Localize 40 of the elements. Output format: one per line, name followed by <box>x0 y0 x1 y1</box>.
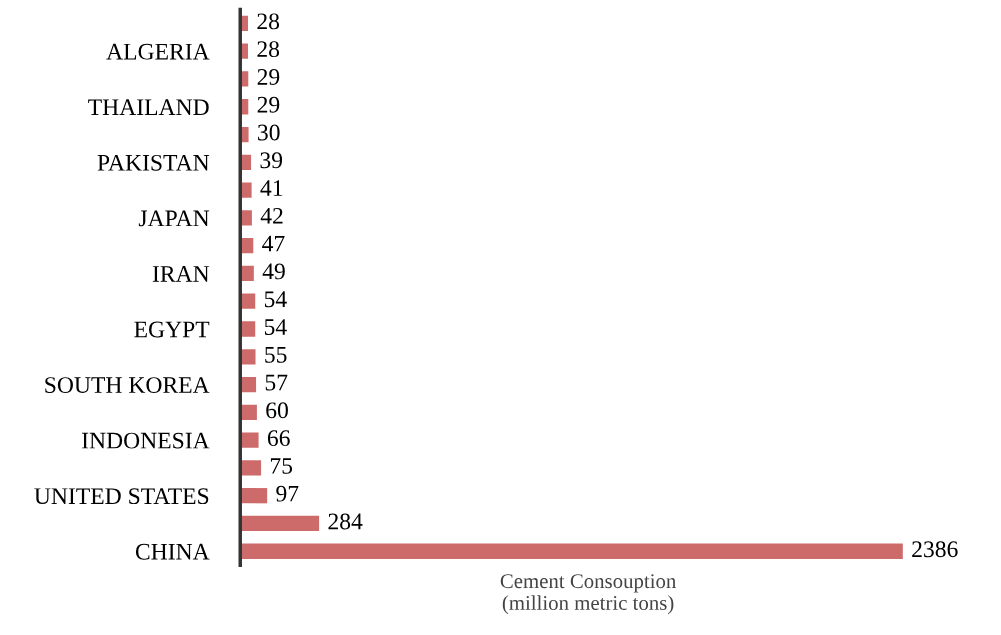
y-tick-label: JAPAN <box>138 210 210 227</box>
data-label: 54 <box>264 291 287 308</box>
data-label: 284 <box>328 513 363 530</box>
bar <box>240 432 259 448</box>
x-axis-title: Cement Consouption (million metric tons) <box>500 574 677 615</box>
data-label: 54 <box>264 319 287 335</box>
y-tick-label: IRAN <box>152 266 210 282</box>
y-tick-label: INDONESIA <box>82 432 210 449</box>
data-label: 42 <box>260 207 283 224</box>
data-label: 66 <box>267 430 290 447</box>
bar <box>240 321 256 337</box>
bar <box>240 488 268 504</box>
data-label: 55 <box>265 347 287 363</box>
data-label: 28 <box>257 13 280 30</box>
bar <box>240 515 320 532</box>
y-tick-label: CHINA <box>135 543 210 560</box>
data-label: 2386 <box>912 541 958 558</box>
data-label: 28 <box>257 41 280 58</box>
y-tick-label: SOUTH KOREA <box>45 377 210 393</box>
data-label: 47 <box>262 235 285 252</box>
data-label: 97 <box>276 485 299 502</box>
data-label: 60 <box>266 402 288 419</box>
bar <box>240 182 252 198</box>
data-label: 41 <box>260 180 283 196</box>
data-label: 29 <box>257 96 280 113</box>
bar <box>240 460 262 476</box>
data-label: 30 <box>258 124 280 141</box>
y-tick-label: ALGERIA <box>106 43 210 60</box>
bar <box>240 210 252 226</box>
data-label: 75 <box>270 458 293 474</box>
data-label: 39 <box>260 152 283 169</box>
y-tick-label: THAILAND <box>88 99 209 115</box>
data-label: 57 <box>265 374 288 391</box>
y-tick-label: EGYPT <box>134 321 210 338</box>
data-label: 29 <box>257 69 280 85</box>
y-tick-label: PAKISTAN <box>97 154 210 171</box>
bar <box>240 543 903 559</box>
y-tick-label: UNITED STATES <box>34 488 209 505</box>
bar <box>240 349 256 365</box>
data-label: 49 <box>262 263 285 280</box>
